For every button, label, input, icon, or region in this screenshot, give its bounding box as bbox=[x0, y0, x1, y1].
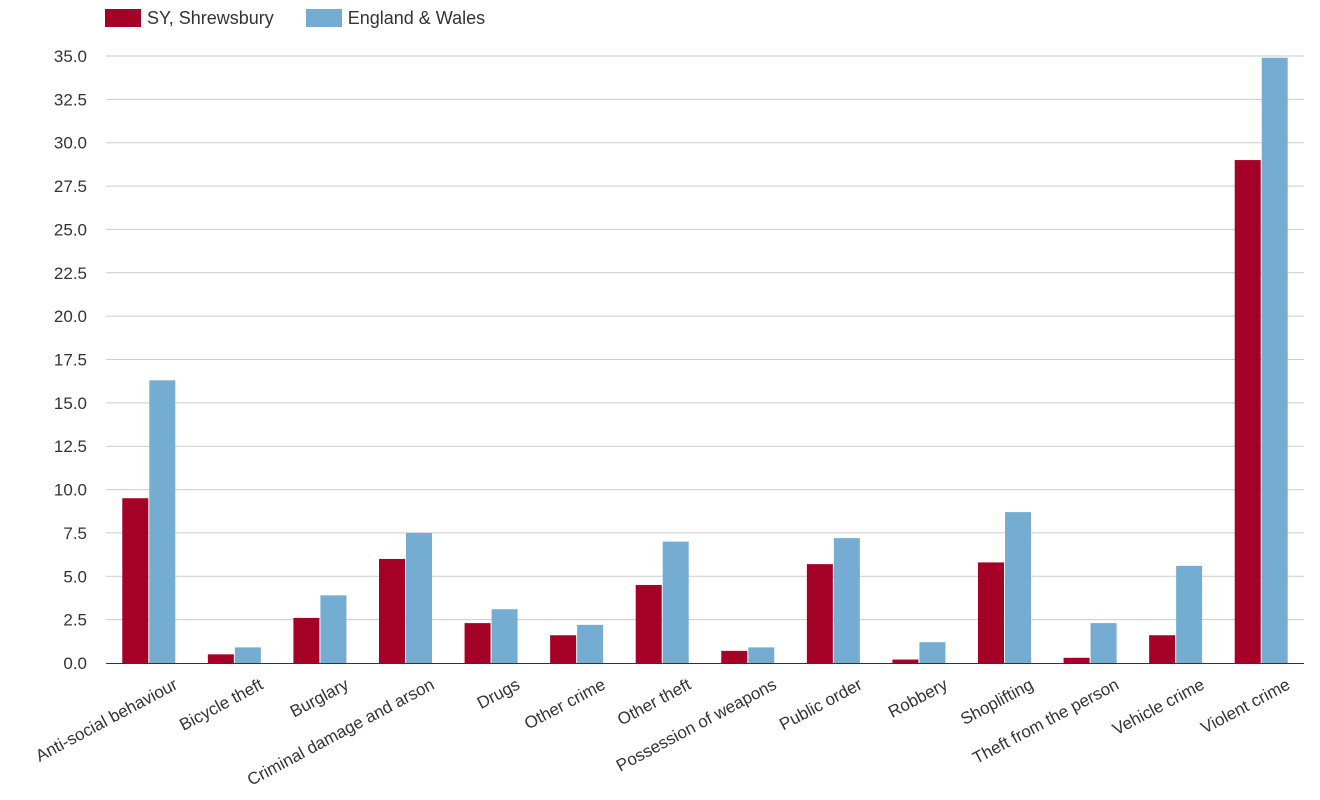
y-tick-label: 15.0 bbox=[54, 394, 87, 413]
bar-england-wales[interactable] bbox=[748, 647, 775, 663]
x-category-label: Shoplifting bbox=[957, 675, 1036, 729]
y-tick-label: 20.0 bbox=[54, 307, 87, 326]
bar-shrewsbury[interactable] bbox=[207, 654, 234, 663]
bar-england-wales[interactable] bbox=[234, 647, 261, 663]
x-category-label: Robbery bbox=[885, 675, 951, 722]
grid-lines bbox=[106, 55, 1304, 621]
bar-shrewsbury[interactable] bbox=[379, 558, 405, 663]
bar-shrewsbury[interactable] bbox=[293, 617, 320, 663]
bar-england-wales[interactable] bbox=[833, 538, 860, 663]
legend-item-series-1[interactable]: SY, Shrewsbury bbox=[105, 8, 274, 29]
bar-shrewsbury[interactable] bbox=[550, 635, 577, 663]
y-tick-label: 0.0 bbox=[63, 654, 87, 673]
bar-england-wales[interactable] bbox=[406, 532, 432, 663]
y-tick-label: 22.5 bbox=[54, 264, 87, 283]
y-tick-label: 12.5 bbox=[54, 437, 87, 456]
y-axis-ticks: 0.0 2.5 5.0 7.5 10.0 12.5 15.0 17.5 20.0 22.5 25.0… bbox=[54, 47, 87, 673]
bar-england-wales[interactable] bbox=[491, 609, 518, 663]
bar-england-wales[interactable] bbox=[662, 541, 689, 663]
bar-england-wales[interactable] bbox=[1176, 565, 1203, 663]
y-tick-label: 30.0 bbox=[54, 134, 87, 153]
bar-shrewsbury[interactable] bbox=[122, 498, 149, 663]
x-category-label: Anti-social behaviour bbox=[32, 675, 181, 766]
bar-england-wales[interactable] bbox=[1261, 57, 1288, 663]
legend-item-series-2[interactable]: England & Wales bbox=[305, 7, 486, 29]
chart-legend: SY, Shrewsbury England & Wales bbox=[105, 7, 517, 29]
bar-shrewsbury[interactable] bbox=[892, 659, 919, 663]
bar-england-wales[interactable] bbox=[1090, 623, 1117, 663]
bar-shrewsbury[interactable] bbox=[978, 562, 1004, 663]
y-tick-label: 25.0 bbox=[54, 220, 87, 239]
bar-shrewsbury[interactable] bbox=[1149, 635, 1176, 663]
bar-shrewsbury[interactable] bbox=[635, 584, 662, 663]
y-tick-label: 17.5 bbox=[54, 351, 87, 370]
x-category-label: Theft from the person bbox=[970, 675, 1122, 768]
y-tick-label: 5.0 bbox=[63, 567, 87, 586]
x-category-label: Burglary bbox=[287, 675, 352, 722]
bar-shrewsbury[interactable] bbox=[1063, 657, 1090, 663]
x-category-label: Bicycle theft bbox=[176, 675, 266, 735]
bar-shrewsbury[interactable] bbox=[806, 564, 833, 663]
bar-england-wales[interactable] bbox=[1005, 512, 1031, 663]
bars bbox=[122, 57, 1288, 664]
x-category-label: Violent crime bbox=[1198, 675, 1293, 738]
y-tick-label: 35.0 bbox=[54, 47, 87, 66]
bar-shrewsbury[interactable] bbox=[464, 623, 491, 663]
y-tick-label: 32.5 bbox=[54, 90, 87, 109]
x-category-label: Public order bbox=[776, 675, 865, 735]
bar-england-wales[interactable] bbox=[320, 595, 347, 663]
y-tick-label: 10.0 bbox=[54, 481, 87, 500]
bar-shrewsbury[interactable] bbox=[721, 650, 748, 663]
bar-england-wales[interactable] bbox=[577, 624, 604, 663]
y-tick-label: 27.5 bbox=[54, 177, 87, 196]
legend-swatch-series-2 bbox=[305, 9, 342, 27]
legend-label-series-2: England & Wales bbox=[347, 7, 486, 28]
y-tick-label: 7.5 bbox=[63, 524, 87, 543]
bar-shrewsbury[interactable] bbox=[1234, 160, 1261, 664]
x-category-label: Possession of weapons bbox=[613, 675, 780, 776]
legend-label-series-1: SY, Shrewsbury bbox=[147, 7, 274, 28]
x-category-label: Drugs bbox=[474, 675, 523, 713]
legend-swatch-series-1 bbox=[105, 9, 141, 27]
bar-england-wales[interactable] bbox=[149, 380, 176, 663]
x-category-label: Vehicle crime bbox=[1109, 675, 1207, 739]
y-tick-label: 2.5 bbox=[63, 611, 87, 630]
bar-england-wales[interactable] bbox=[919, 642, 946, 663]
x-category-label: Other crime bbox=[521, 675, 608, 733]
